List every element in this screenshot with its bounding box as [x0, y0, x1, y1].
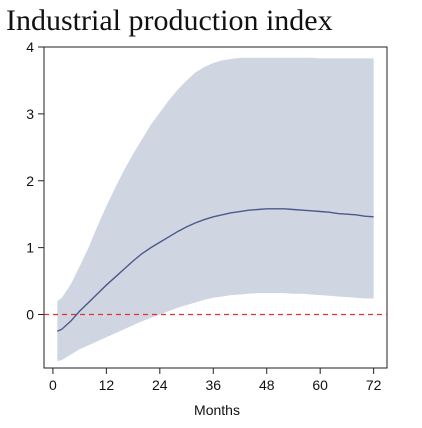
y-tick-label: 3 — [26, 106, 34, 122]
chart-title: Industrial production index — [6, 4, 333, 37]
y-tick-label: 4 — [26, 39, 34, 55]
x-tick-label: 48 — [259, 377, 275, 393]
x-tick-label: 0 — [49, 377, 57, 393]
x-tick-label: 72 — [366, 377, 382, 393]
x-axis-ticks: 0 12 24 36 48 60 72 — [49, 368, 382, 393]
y-axis-ticks: 0 1 2 3 4 — [26, 39, 44, 323]
y-tick-label: 0 — [26, 307, 34, 323]
confidence-band-layer — [57, 57, 374, 362]
x-tick-label: 12 — [99, 377, 115, 393]
y-tick-label: 2 — [26, 173, 34, 189]
x-axis-label: Months — [194, 402, 240, 418]
response-line-layer — [57, 208, 374, 332]
y-tick-label: 1 — [26, 240, 34, 256]
impulse-response-line — [57, 208, 374, 332]
x-tick-label: 60 — [312, 377, 328, 393]
confidence-band — [57, 57, 374, 362]
x-tick-label: 24 — [152, 377, 168, 393]
x-tick-label: 36 — [205, 377, 221, 393]
